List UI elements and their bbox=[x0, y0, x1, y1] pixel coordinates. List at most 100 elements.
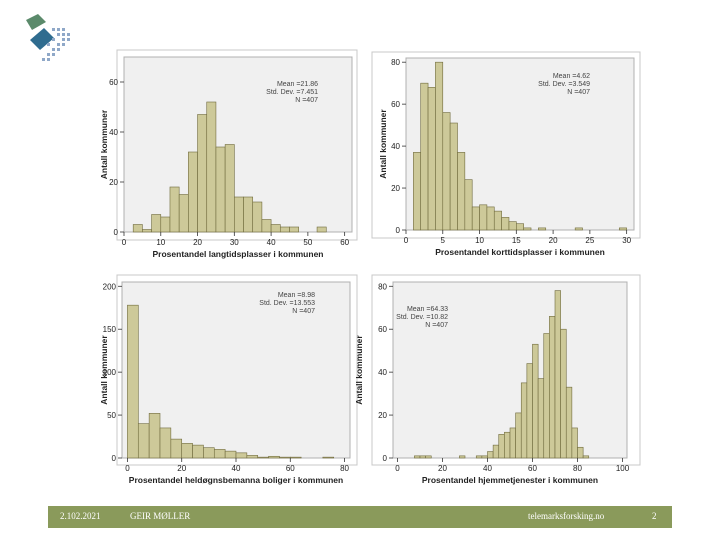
histogram-bar bbox=[414, 455, 421, 459]
histogram-bar bbox=[213, 449, 226, 459]
histogram-bar bbox=[420, 82, 429, 231]
x-tick-label: 100 bbox=[616, 464, 630, 473]
x-tick-label: 30 bbox=[230, 238, 239, 247]
x-tick-label: 5 bbox=[441, 236, 446, 245]
histogram-bar bbox=[127, 304, 139, 459]
stats-label: N =407 bbox=[292, 308, 315, 315]
histogram-bar bbox=[197, 114, 208, 233]
x-tick-label: 60 bbox=[286, 464, 295, 473]
y-tick-label: 80 bbox=[378, 282, 387, 291]
histogram-bar bbox=[289, 226, 299, 233]
histogram-bar bbox=[582, 455, 590, 459]
y-tick-label: 100 bbox=[103, 368, 117, 377]
histogram-bar bbox=[148, 413, 161, 459]
x-tick-label: 80 bbox=[573, 464, 582, 473]
x-tick-label: 0 bbox=[125, 464, 130, 473]
histogram-bar bbox=[243, 196, 254, 233]
histogram-bar bbox=[169, 186, 180, 233]
histogram-bar bbox=[618, 227, 627, 231]
footer-bar: 2.102.2021 GEIR MØLLER telemarksforsking… bbox=[48, 506, 672, 528]
histogram-bar bbox=[132, 224, 143, 233]
y-tick-label: 80 bbox=[391, 58, 400, 67]
footer-author: GEIR MØLLER bbox=[130, 511, 191, 521]
histogram-bar bbox=[565, 386, 573, 459]
stats-label: Mean =8.98 bbox=[278, 292, 315, 299]
histogram-bar bbox=[493, 210, 502, 231]
chart-panel-3: 0 50 100 150 200 0 20 40 60 80 Prosentandel heldøg… bbox=[99, 274, 358, 485]
y-axis-title: Antall kommuner bbox=[378, 109, 388, 179]
histogram-bar bbox=[181, 443, 193, 459]
stats-label: Mean =4.62 bbox=[553, 73, 590, 80]
y-tick-label: 60 bbox=[378, 325, 387, 334]
x-tick-label: 60 bbox=[528, 464, 537, 473]
histogram-bar bbox=[279, 456, 291, 459]
stats-label: Std. Dev. =3.549 bbox=[538, 81, 590, 88]
x-tick-label: 80 bbox=[340, 464, 349, 473]
histogram-bar bbox=[520, 382, 528, 459]
histogram-bar bbox=[538, 227, 547, 231]
histogram-bar bbox=[457, 152, 466, 231]
stats-label: Std. Dev. =7.451 bbox=[266, 89, 318, 96]
y-tick-label: 0 bbox=[112, 454, 117, 463]
stats-label: Std. Dev. =13.553 bbox=[259, 300, 315, 307]
histogram-bar bbox=[515, 412, 522, 459]
histogram-bar bbox=[571, 427, 578, 459]
chart-panel-1: 0 20 40 60 0 10 20 30 40 50 60 Prosentandel langtid… bbox=[99, 49, 358, 259]
histogram-bar bbox=[206, 101, 217, 233]
histogram-bar bbox=[203, 447, 215, 459]
histogram-bar bbox=[549, 316, 556, 459]
y-axis-title: Antall kommuner bbox=[99, 109, 109, 179]
x-axis-title: Prosentandel hjemmetjenester i kommunen bbox=[422, 475, 598, 485]
y-tick-label: 40 bbox=[378, 368, 387, 377]
histogram-bar bbox=[137, 423, 150, 459]
x-tick-label: 40 bbox=[232, 464, 241, 473]
histogram-bar bbox=[316, 226, 327, 233]
histogram-bar bbox=[543, 333, 550, 459]
footer-site: telemarksforsking.no bbox=[528, 511, 605, 521]
histogram-bar bbox=[464, 179, 473, 231]
histogram-bar bbox=[526, 363, 533, 459]
histogram-bar bbox=[160, 216, 171, 233]
y-tick-label: 200 bbox=[103, 282, 117, 291]
y-tick-label: 150 bbox=[103, 325, 117, 334]
x-tick-label: 20 bbox=[177, 464, 186, 473]
histogram-bar bbox=[192, 444, 204, 459]
y-tick-label: 20 bbox=[391, 184, 400, 193]
x-tick-label: 40 bbox=[267, 238, 276, 247]
histogram-bar bbox=[413, 152, 422, 231]
histogram-bar bbox=[322, 456, 335, 459]
histogram-bar bbox=[270, 224, 281, 233]
y-tick-label: 40 bbox=[109, 128, 118, 137]
histogram-bar bbox=[268, 455, 280, 459]
y-tick-label: 60 bbox=[109, 78, 118, 87]
histogram-bar bbox=[442, 112, 451, 231]
y-axis-title: Antall kommuner bbox=[99, 335, 109, 405]
histogram-bar bbox=[574, 227, 583, 231]
x-tick-label: 10 bbox=[475, 236, 484, 245]
footer-page-number: 2 bbox=[652, 511, 657, 521]
x-tick-label: 0 bbox=[395, 464, 400, 473]
histogram-bar bbox=[427, 87, 436, 231]
y-axis-title: Antall kommuner bbox=[354, 335, 364, 405]
histogram-bar bbox=[498, 434, 505, 459]
x-tick-label: 15 bbox=[512, 236, 521, 245]
histogram-bar bbox=[435, 61, 444, 231]
histogram-bar bbox=[419, 455, 426, 459]
histogram-bar bbox=[234, 196, 244, 233]
histogram-bar bbox=[560, 328, 567, 459]
x-tick-label: 0 bbox=[122, 238, 127, 247]
histogram-bar bbox=[508, 221, 517, 231]
histogram-bar bbox=[504, 431, 511, 459]
footer-date: 2.102.2021 bbox=[60, 511, 101, 521]
histogram-bar bbox=[224, 144, 235, 233]
histogram-bar bbox=[178, 194, 189, 233]
histogram-bar bbox=[492, 444, 500, 459]
stats-label: N =407 bbox=[425, 322, 448, 329]
x-axis-title: Prosentandel heldøgnsbemanna boliger i k… bbox=[129, 475, 343, 485]
y-tick-label: 0 bbox=[114, 228, 119, 237]
histogram-bar bbox=[151, 214, 162, 233]
histogram-bar bbox=[449, 122, 458, 231]
histogram-bar bbox=[459, 455, 466, 459]
stats-label: Mean =21.86 bbox=[277, 81, 318, 88]
